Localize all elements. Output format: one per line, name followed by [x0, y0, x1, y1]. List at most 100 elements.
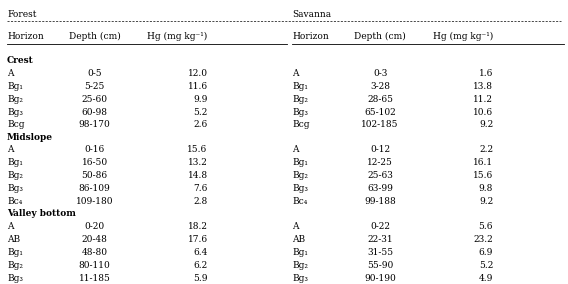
Text: 0-5: 0-5	[87, 69, 102, 78]
Text: Bg₃: Bg₃	[293, 274, 308, 283]
Text: A: A	[293, 145, 299, 154]
Text: Bg₂: Bg₂	[7, 171, 23, 180]
Text: Bg₃: Bg₃	[7, 108, 23, 116]
Text: 9.8: 9.8	[479, 184, 493, 193]
Text: Bg₃: Bg₃	[7, 184, 23, 193]
Text: Bg₁: Bg₁	[7, 248, 23, 257]
Text: 5.2: 5.2	[479, 261, 493, 270]
Text: 7.6: 7.6	[193, 184, 208, 193]
Text: 98-170: 98-170	[79, 120, 111, 130]
Text: 12.0: 12.0	[187, 69, 208, 78]
Text: Bcg: Bcg	[293, 120, 310, 130]
Text: Bg₂: Bg₂	[293, 171, 308, 180]
Text: Bc₄: Bc₄	[293, 197, 308, 206]
Text: 1.6: 1.6	[479, 69, 493, 78]
Text: 6.9: 6.9	[479, 248, 493, 257]
Text: 86-109: 86-109	[79, 184, 111, 193]
Text: 16.1: 16.1	[473, 158, 493, 167]
Text: Depth (cm): Depth (cm)	[69, 32, 120, 41]
Text: Bg₂: Bg₂	[293, 95, 308, 104]
Text: 9.2: 9.2	[479, 120, 493, 130]
Text: A: A	[7, 145, 14, 154]
Text: 16-50: 16-50	[82, 158, 108, 167]
Text: A: A	[293, 222, 299, 231]
Text: Crest: Crest	[7, 56, 34, 65]
Text: Bg₂: Bg₂	[7, 261, 23, 270]
Text: Forest: Forest	[7, 9, 36, 18]
Text: 50-86: 50-86	[82, 171, 108, 180]
Text: A: A	[293, 69, 299, 78]
Text: Bg₂: Bg₂	[7, 95, 23, 104]
Text: AB: AB	[7, 235, 20, 244]
Text: Valley bottom: Valley bottom	[7, 209, 76, 218]
Text: Bg₁: Bg₁	[293, 248, 308, 257]
Text: 48-80: 48-80	[82, 248, 108, 257]
Text: 11.6: 11.6	[187, 82, 208, 91]
Text: 12-25: 12-25	[367, 158, 393, 167]
Text: 13.2: 13.2	[188, 158, 208, 167]
Text: 6.2: 6.2	[194, 261, 208, 270]
Text: A: A	[7, 69, 14, 78]
Text: Bg₁: Bg₁	[293, 82, 308, 91]
Text: 6.4: 6.4	[193, 248, 208, 257]
Text: 3-28: 3-28	[370, 82, 390, 91]
Text: AB: AB	[293, 235, 306, 244]
Text: 0-16: 0-16	[85, 145, 105, 154]
Text: Bcg: Bcg	[7, 120, 24, 130]
Text: Hg (mg kg⁻¹): Hg (mg kg⁻¹)	[433, 32, 493, 41]
Text: Hg (mg kg⁻¹): Hg (mg kg⁻¹)	[148, 32, 208, 41]
Text: 2.8: 2.8	[194, 197, 208, 206]
Text: Midslope: Midslope	[7, 133, 53, 141]
Text: Savanna: Savanna	[293, 9, 332, 18]
Text: Bg₁: Bg₁	[293, 158, 308, 167]
Text: Bg₁: Bg₁	[7, 158, 23, 167]
Text: 5.6: 5.6	[479, 222, 493, 231]
Text: Bg₃: Bg₃	[7, 274, 23, 283]
Text: 23.2: 23.2	[473, 235, 493, 244]
Text: 90-190: 90-190	[364, 274, 396, 283]
Text: 31-55: 31-55	[367, 248, 393, 257]
Text: 25-60: 25-60	[82, 95, 108, 104]
Text: 11.2: 11.2	[473, 95, 493, 104]
Text: 18.2: 18.2	[187, 222, 208, 231]
Text: 0-22: 0-22	[370, 222, 390, 231]
Text: 63-99: 63-99	[367, 184, 393, 193]
Text: Horizon: Horizon	[293, 32, 329, 41]
Text: 109-180: 109-180	[76, 197, 114, 206]
Text: 0-12: 0-12	[370, 145, 390, 154]
Text: Bg₃: Bg₃	[293, 184, 308, 193]
Text: Bc₄: Bc₄	[7, 197, 22, 206]
Text: 5-25: 5-25	[85, 82, 105, 91]
Text: 102-185: 102-185	[361, 120, 399, 130]
Text: 13.8: 13.8	[473, 82, 493, 91]
Text: Horizon: Horizon	[7, 32, 44, 41]
Text: 2.2: 2.2	[479, 145, 493, 154]
Text: A: A	[7, 222, 14, 231]
Text: Bg₁: Bg₁	[7, 82, 23, 91]
Text: Depth (cm): Depth (cm)	[354, 32, 406, 41]
Text: 5.2: 5.2	[193, 108, 208, 116]
Text: 10.6: 10.6	[473, 108, 493, 116]
Text: 15.6: 15.6	[187, 145, 208, 154]
Text: 65-102: 65-102	[364, 108, 396, 116]
Text: 80-110: 80-110	[79, 261, 111, 270]
Text: 9.9: 9.9	[193, 95, 208, 104]
Text: 55-90: 55-90	[367, 261, 393, 270]
Text: 15.6: 15.6	[473, 171, 493, 180]
Text: 17.6: 17.6	[187, 235, 208, 244]
Text: 0-3: 0-3	[373, 69, 387, 78]
Text: 2.6: 2.6	[194, 120, 208, 130]
Text: 20-48: 20-48	[82, 235, 107, 244]
Text: 4.9: 4.9	[479, 274, 493, 283]
Text: 0-20: 0-20	[85, 222, 105, 231]
Text: 25-63: 25-63	[367, 171, 393, 180]
Text: 5.9: 5.9	[193, 274, 208, 283]
Text: 28-65: 28-65	[367, 95, 393, 104]
Text: 22-31: 22-31	[367, 235, 393, 244]
Text: 99-188: 99-188	[364, 197, 396, 206]
Text: 11-185: 11-185	[79, 274, 111, 283]
Text: Bg₃: Bg₃	[293, 108, 308, 116]
Text: 9.2: 9.2	[479, 197, 493, 206]
Text: 14.8: 14.8	[187, 171, 208, 180]
Text: Bg₂: Bg₂	[293, 261, 308, 270]
